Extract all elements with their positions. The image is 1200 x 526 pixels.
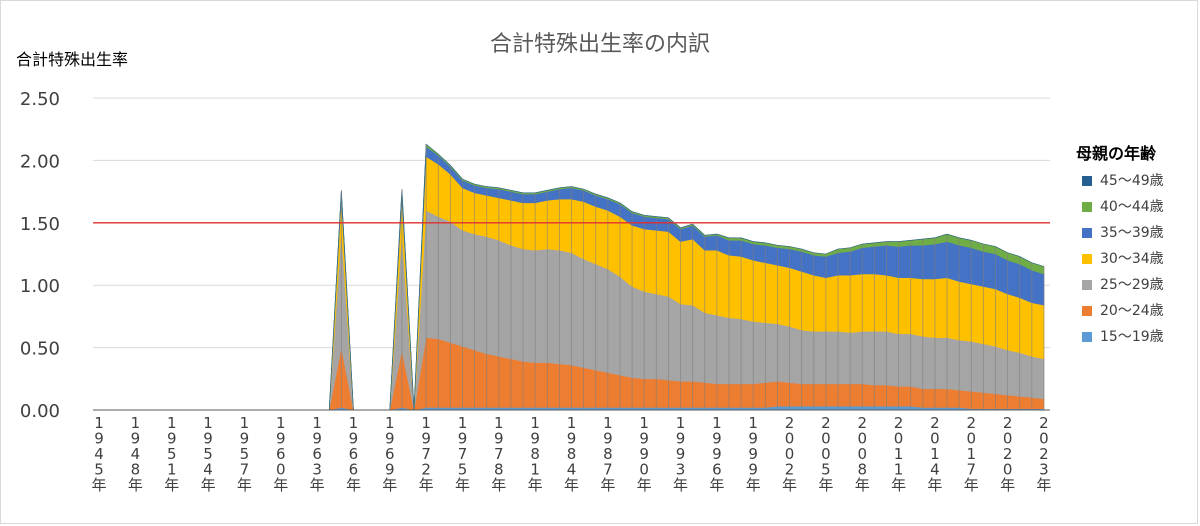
y-tick-label: 2.00 bbox=[20, 151, 60, 172]
legend-label: 30～34歳 bbox=[1100, 251, 1164, 267]
y-tick-label: 1.00 bbox=[20, 276, 60, 297]
legend-swatch bbox=[1082, 202, 1092, 212]
legend-item: 25～29歳 bbox=[1076, 272, 1196, 298]
legend-item: 40～44歳 bbox=[1076, 194, 1196, 220]
legend-label: 20～24歳 bbox=[1100, 303, 1164, 319]
y-tick-label: 1.50 bbox=[20, 214, 60, 235]
y-tick-label: 0.00 bbox=[20, 401, 60, 422]
legend-item: 20～24歳 bbox=[1076, 298, 1196, 324]
legend-swatch bbox=[1082, 280, 1092, 290]
legend-swatch bbox=[1082, 332, 1092, 342]
legend-item: 45～49歳 bbox=[1076, 168, 1196, 194]
legend-swatch bbox=[1082, 254, 1092, 264]
legend-item: 15～19歳 bbox=[1076, 324, 1196, 350]
legend-title: 母親の年齢 bbox=[1076, 144, 1157, 163]
legend-label: 45～49歳 bbox=[1100, 173, 1164, 189]
y-tick-label: 2.50 bbox=[20, 89, 60, 110]
legend-label: 25～29歳 bbox=[1100, 277, 1164, 293]
legend-item: 35～39歳 bbox=[1076, 220, 1196, 246]
legend-label: 40～44歳 bbox=[1100, 199, 1164, 215]
y-tick-label: 0.50 bbox=[20, 339, 60, 360]
x-tick-labels: 1 9 4 5 年 1 9 4 8 年 1 9 5 1 年 1 9 5 4 年 1 9 5 7 年 1 9 6 0 年 1 9 6 3 年 1 9 6 6 年… bbox=[92, 414, 1052, 494]
legend-swatch bbox=[1082, 228, 1092, 238]
legend-swatch bbox=[1082, 306, 1092, 316]
y-axis-title: 合計特殊出生率 bbox=[16, 50, 129, 69]
chart-title: 合計特殊出生率の内訳 bbox=[489, 32, 710, 57]
legend-items: 45～49歳 40～44歳 35～39歳 30～34歳 25～29歳 20～24歳 15～1… bbox=[1076, 168, 1196, 350]
legend-swatch bbox=[1082, 176, 1092, 186]
y-tick-labels: 0.00 0.50 1.00 1.50 2.00 2.50 bbox=[20, 89, 60, 422]
year-dividers bbox=[93, 144, 1050, 411]
legend-item: 30～34歳 bbox=[1076, 246, 1196, 272]
legend-label: 35～39歳 bbox=[1100, 225, 1164, 241]
legend-label: 15～19歳 bbox=[1100, 329, 1164, 345]
legend: 母親の年齢 45～49歳 40～44歳 35～39歳 30～34歳 25～29歳 20～2… bbox=[1076, 140, 1196, 350]
